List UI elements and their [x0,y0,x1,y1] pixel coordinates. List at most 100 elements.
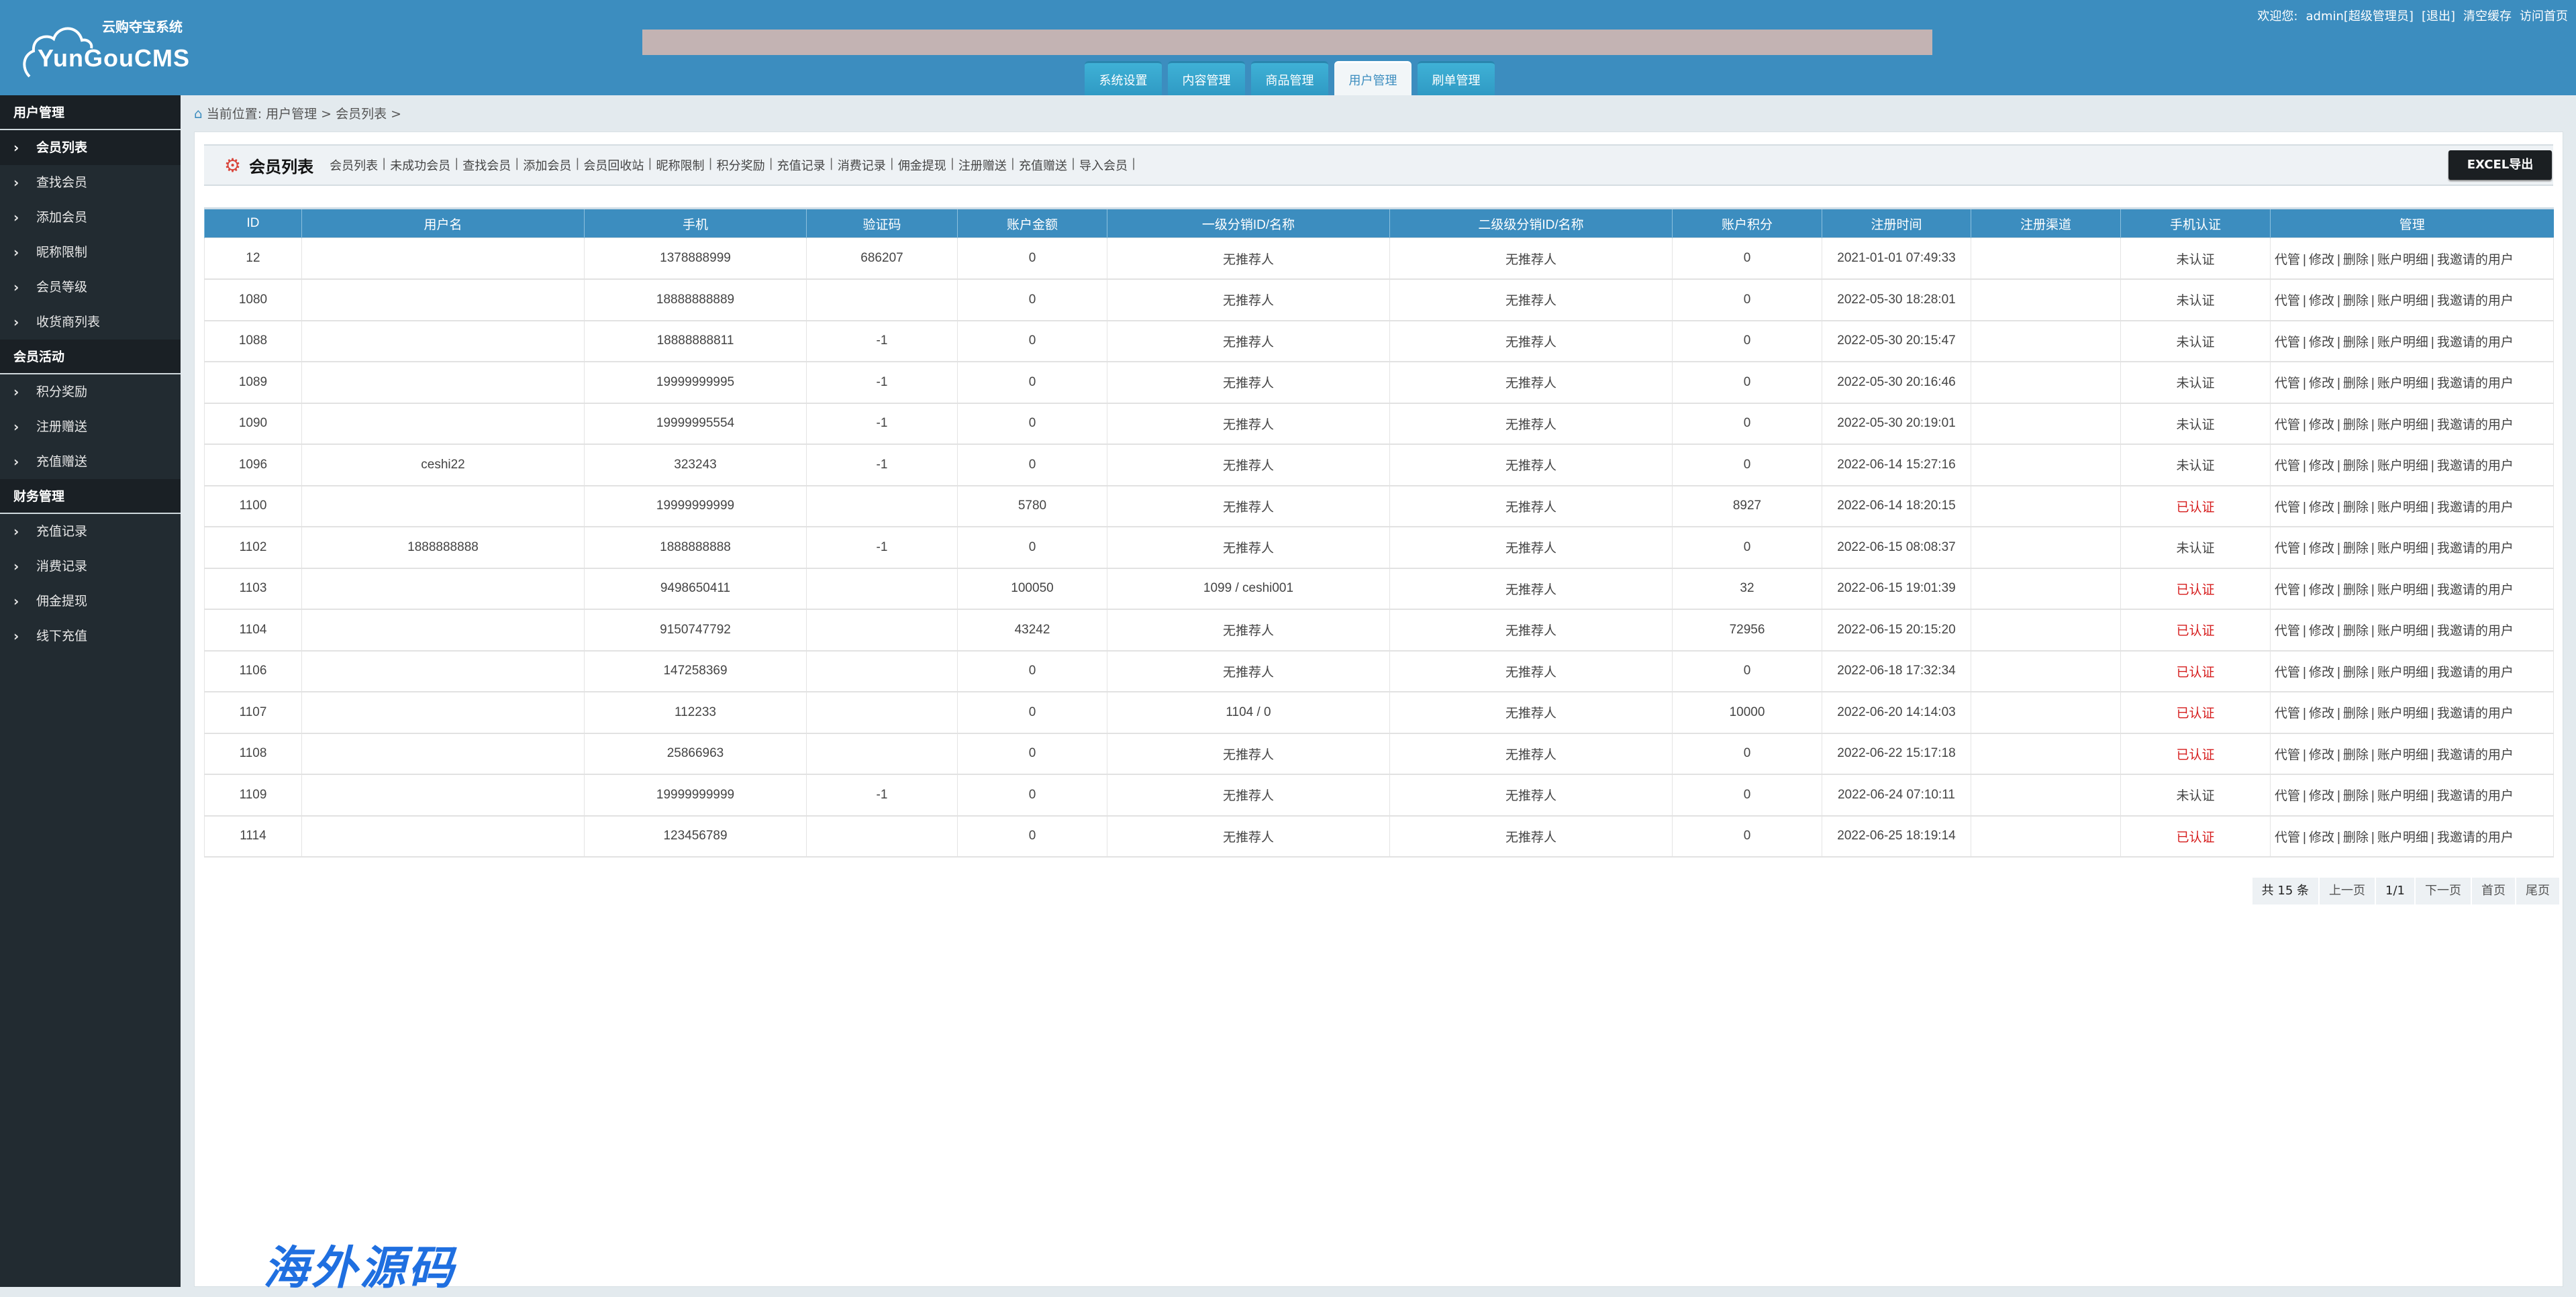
toolbar-link[interactable]: 添加会员 [523,159,572,173]
action-link[interactable]: 账户明细 [2377,500,2428,515]
action-link[interactable]: 代管 [2275,747,2301,762]
action-link[interactable]: 代管 [2275,541,2301,556]
action-link[interactable]: 修改 [2308,417,2334,432]
action-link[interactable]: 代管 [2275,789,2301,804]
tab-content-management[interactable]: 内容管理 [1168,61,1245,95]
action-link[interactable]: 删除 [2342,294,2369,309]
column-header[interactable]: 一级分销ID/名称 [1107,207,1390,238]
sidebar-item[interactable]: › 充值赠送 [0,444,181,479]
action-link[interactable]: 修改 [2308,294,2334,309]
column-header[interactable]: 账户金额 [957,207,1107,238]
action-link[interactable]: 代管 [2275,376,2301,391]
action-link[interactable]: 账户明细 [2377,830,2428,845]
sidebar-item[interactable]: › 会员等级 [0,270,181,305]
action-link[interactable]: 代管 [2275,665,2301,680]
action-link[interactable]: 修改 [2308,541,2334,556]
sidebar-item[interactable]: › 添加会员 [0,200,181,235]
column-header[interactable]: 手机认证 [2120,207,2271,238]
toolbar-link[interactable]: 积分奖励 [716,159,765,173]
action-link[interactable]: 修改 [2308,830,2334,845]
action-link[interactable]: 账户明细 [2377,459,2428,474]
column-header[interactable]: 注册渠道 [1971,207,2121,238]
action-link[interactable]: 修改 [2308,624,2334,639]
first-page-button[interactable]: 首页 [2472,878,2515,904]
action-link[interactable]: 账户明细 [2377,252,2428,267]
visit-home-link[interactable]: 访问首页 [2520,9,2568,23]
prev-page-button[interactable]: 上一页 [2320,878,2375,904]
next-page-button[interactable]: 下一页 [2416,878,2471,904]
action-link[interactable]: 删除 [2342,500,2369,515]
action-link[interactable]: 我邀请的用户 [2436,294,2514,309]
action-link[interactable]: 账户明细 [2377,747,2428,762]
action-link[interactable]: 账户明细 [2377,665,2428,680]
action-link[interactable]: 我邀请的用户 [2436,252,2514,267]
toolbar-link[interactable]: 充值赠送 [1018,159,1067,173]
action-link[interactable]: 我邀请的用户 [2436,624,2514,639]
action-link[interactable]: 账户明细 [2377,582,2428,597]
action-link[interactable]: 删除 [2342,376,2369,391]
column-header[interactable]: 管理 [2270,207,2554,238]
home-icon[interactable]: ⌂ [194,105,203,121]
column-header[interactable]: 账户积分 [1672,207,1822,238]
tab-system-settings[interactable]: 系统设置 [1085,61,1162,95]
action-link[interactable]: 修改 [2308,707,2334,721]
action-link[interactable]: 删除 [2342,582,2369,597]
action-link[interactable]: 代管 [2275,582,2301,597]
sidebar-item[interactable]: › 充值记录 [0,514,181,549]
logout-link[interactable]: [退出] [2421,9,2455,23]
action-link[interactable]: 删除 [2342,707,2369,721]
sidebar-item[interactable]: › 消费记录 [0,549,181,584]
action-link[interactable]: 我邀请的用户 [2436,665,2514,680]
action-link[interactable]: 修改 [2308,252,2334,267]
action-link[interactable]: 代管 [2275,830,2301,845]
action-link[interactable]: 修改 [2308,376,2334,391]
action-link[interactable]: 修改 [2308,747,2334,762]
toolbar-link[interactable]: 注册赠送 [958,159,1007,173]
toolbar-link[interactable]: 昵称限制 [656,159,705,173]
sidebar-item[interactable]: › 查找会员 [0,165,181,200]
toolbar-link[interactable]: 会员列表 [330,159,379,173]
action-link[interactable]: 修改 [2308,500,2334,515]
toolbar-link[interactable]: 查找会员 [462,159,511,173]
sidebar-item[interactable]: › 注册赠送 [0,409,181,444]
action-link[interactable]: 修改 [2308,459,2334,474]
action-link[interactable]: 代管 [2275,459,2301,474]
action-link[interactable]: 删除 [2342,789,2369,804]
excel-export-button[interactable]: EXCEL导出 [2448,150,2552,180]
sidebar-item[interactable]: › 积分奖励 [0,374,181,409]
action-link[interactable]: 账户明细 [2377,335,2428,350]
action-link[interactable]: 修改 [2308,789,2334,804]
last-page-button[interactable]: 尾页 [2516,878,2559,904]
toolbar-link[interactable]: 充值记录 [777,159,826,173]
action-link[interactable]: 修改 [2308,582,2334,597]
logo[interactable]: 云购夺宝系统 YunGouCMS [20,15,195,82]
action-link[interactable]: 代管 [2275,294,2301,309]
action-link[interactable]: 我邀请的用户 [2436,541,2514,556]
current-user[interactable]: admin[超级管理员] [2306,9,2414,23]
action-link[interactable]: 我邀请的用户 [2436,417,2514,432]
sidebar-item[interactable]: › 收货商列表 [0,305,181,340]
clear-cache-link[interactable]: 清空缓存 [2463,9,2512,23]
column-header[interactable]: 用户名 [301,207,585,238]
tab-user-management[interactable]: 用户管理 [1334,61,1411,95]
toolbar-link[interactable]: 导入会员 [1079,159,1128,173]
column-header[interactable]: 二级级分销ID/名称 [1389,207,1673,238]
action-link[interactable]: 删除 [2342,747,2369,762]
action-link[interactable]: 我邀请的用户 [2436,789,2514,804]
action-link[interactable]: 我邀请的用户 [2436,747,2514,762]
action-link[interactable]: 账户明细 [2377,707,2428,721]
action-link[interactable]: 账户明细 [2377,624,2428,639]
action-link[interactable]: 我邀请的用户 [2436,376,2514,391]
action-link[interactable]: 代管 [2275,500,2301,515]
column-header[interactable]: ID [204,207,302,238]
action-link[interactable]: 我邀请的用户 [2436,459,2514,474]
action-link[interactable]: 代管 [2275,252,2301,267]
column-header[interactable]: 手机 [584,207,807,238]
action-link[interactable]: 账户明细 [2377,541,2428,556]
toolbar-link[interactable]: 会员回收站 [583,159,644,173]
action-link[interactable]: 删除 [2342,830,2369,845]
tab-product-management[interactable]: 商品管理 [1251,61,1328,95]
column-header[interactable]: 验证码 [806,207,958,238]
toolbar-link[interactable]: 未成功会员 [390,159,451,173]
action-link[interactable]: 账户明细 [2377,376,2428,391]
